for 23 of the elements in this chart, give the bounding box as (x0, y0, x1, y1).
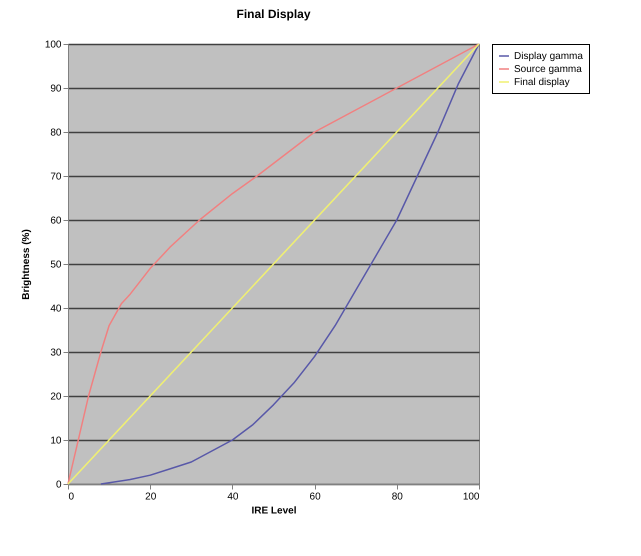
y-tick-label: 70 (50, 172, 62, 182)
y-tick-label: 30 (50, 348, 62, 358)
legend-label: Final display (514, 77, 570, 88)
y-axis-title: Brightness (%) (20, 229, 32, 300)
legend-label: Source gamma (514, 64, 582, 75)
y-tick-label: 40 (50, 304, 62, 314)
chart-title: Final Display (236, 7, 311, 21)
y-tick-label: 60 (50, 216, 62, 226)
x-tick-label: 80 (392, 492, 404, 502)
y-tick-label: 90 (50, 84, 62, 94)
y-tick-label: 20 (50, 392, 62, 402)
x-axis-title: IRE Level (251, 506, 297, 516)
y-tick-label: 100 (44, 40, 62, 50)
y-tick-label: 10 (50, 436, 62, 446)
y-tick-label: 0 (56, 480, 62, 490)
x-tick-label: 0 (68, 492, 74, 502)
x-tick-label: 60 (310, 492, 322, 502)
x-tick-label: 40 (227, 492, 239, 502)
legend-label: Display gamma (514, 51, 584, 62)
x-tick-label: 20 (145, 492, 157, 502)
x-tick-label: 100 (462, 492, 480, 502)
y-tick-label: 50 (50, 260, 62, 270)
y-tick-label: 80 (50, 128, 62, 138)
